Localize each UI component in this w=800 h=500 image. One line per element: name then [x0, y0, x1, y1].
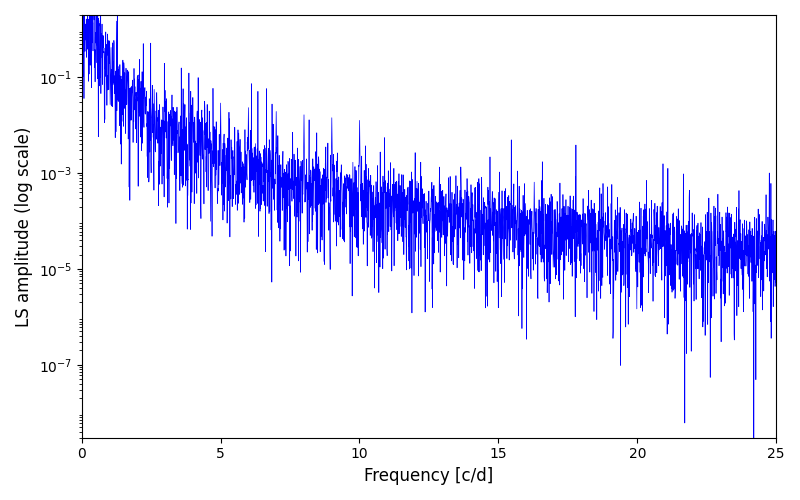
Y-axis label: LS amplitude (log scale): LS amplitude (log scale): [15, 126, 33, 326]
X-axis label: Frequency [c/d]: Frequency [c/d]: [364, 467, 494, 485]
